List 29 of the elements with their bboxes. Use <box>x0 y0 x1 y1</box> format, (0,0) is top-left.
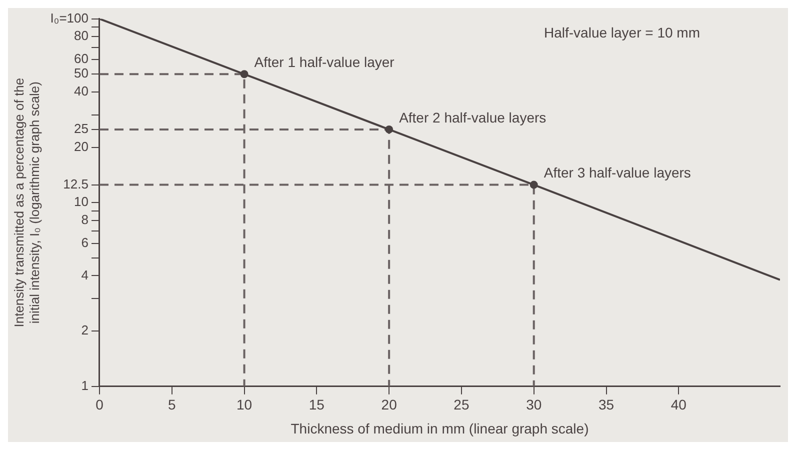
annotation: Half-value layer = 10 mm <box>544 24 700 41</box>
annotation: After 2 half-value layers <box>399 109 546 126</box>
y-tick-label: 4 <box>81 267 88 282</box>
y-tick-label: 2 <box>81 322 88 338</box>
y-tick-label: 20 <box>74 138 88 154</box>
x-tick-label: 35 <box>598 396 614 413</box>
y-tick-label: 10 <box>74 194 88 210</box>
x-tick-label: 20 <box>381 396 398 413</box>
y-tick-label: 6 <box>81 234 88 250</box>
annotation: After 3 half-value layers <box>544 164 691 181</box>
y-tick-label: 8 <box>81 212 88 227</box>
y-tick-label: 1 <box>81 378 88 393</box>
x-tick-label: 5 <box>168 396 176 413</box>
y-tick-label: 12.5 <box>63 176 88 192</box>
y-tick-label: 80 <box>74 28 88 44</box>
x-tick-label: 15 <box>308 396 325 413</box>
y-axis-title: Intensity transmitted as a percentage of the initial intensity, I₀ (logarithmic graph scale) <box>11 78 42 328</box>
x-tick-label: 25 <box>454 396 470 413</box>
y-tick-label: I₀=100 <box>50 10 88 26</box>
annotation: After 1 half-value layer <box>254 54 395 70</box>
x-tick-label: 40 <box>670 396 687 413</box>
x-axis-title: Thickness of medium in mm (linear graph scale) <box>290 420 589 436</box>
y-tick-label: 25 <box>74 121 88 136</box>
x-tick-label: 30 <box>526 396 542 413</box>
y-tick-label: 40 <box>74 84 88 99</box>
x-tick-label: 0 <box>96 396 104 413</box>
y-tick-label: 50 <box>74 66 88 81</box>
y-tick-label: 60 <box>74 51 88 66</box>
x-tick-label: 10 <box>236 396 252 413</box>
